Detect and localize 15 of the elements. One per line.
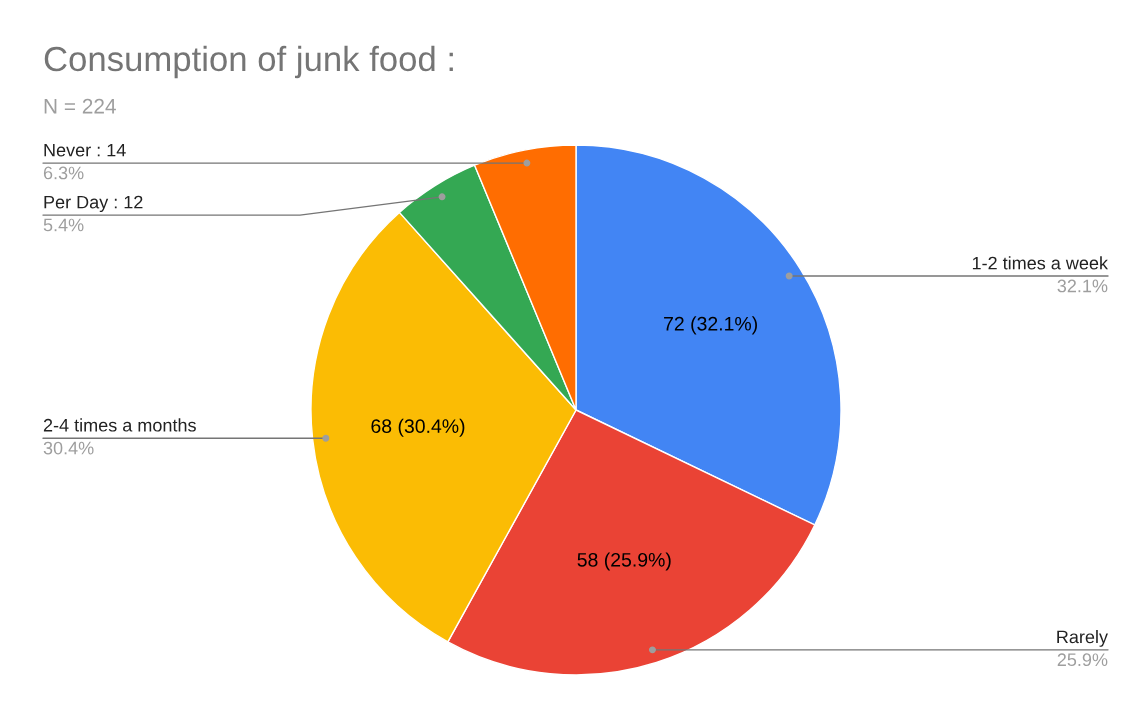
chart-subtitle: N = 224 — [44, 98, 116, 114]
slice-label: 2-4 times a months — [43, 418, 196, 432]
data-label: 68 (30.4%) — [371, 418, 465, 437]
data-label: 58 (25.9%) — [577, 552, 671, 571]
data-label: 72 (32.1%) — [664, 316, 757, 335]
chart-title: Consumption of junk food : — [44, 45, 453, 79]
text: 6.3% — [43, 166, 84, 180]
slice-label: Per Day : 12 — [44, 195, 143, 213]
text: 5.4% — [43, 218, 84, 232]
slice-label: Never : 14 — [44, 143, 126, 157]
text: 25.9% — [1057, 653, 1108, 667]
slice-label: Rarely — [1057, 630, 1108, 647]
text: 32.1% — [1057, 279, 1108, 293]
text: 30.4% — [43, 441, 94, 455]
slice-label: 1-2 times a week — [972, 256, 1109, 270]
